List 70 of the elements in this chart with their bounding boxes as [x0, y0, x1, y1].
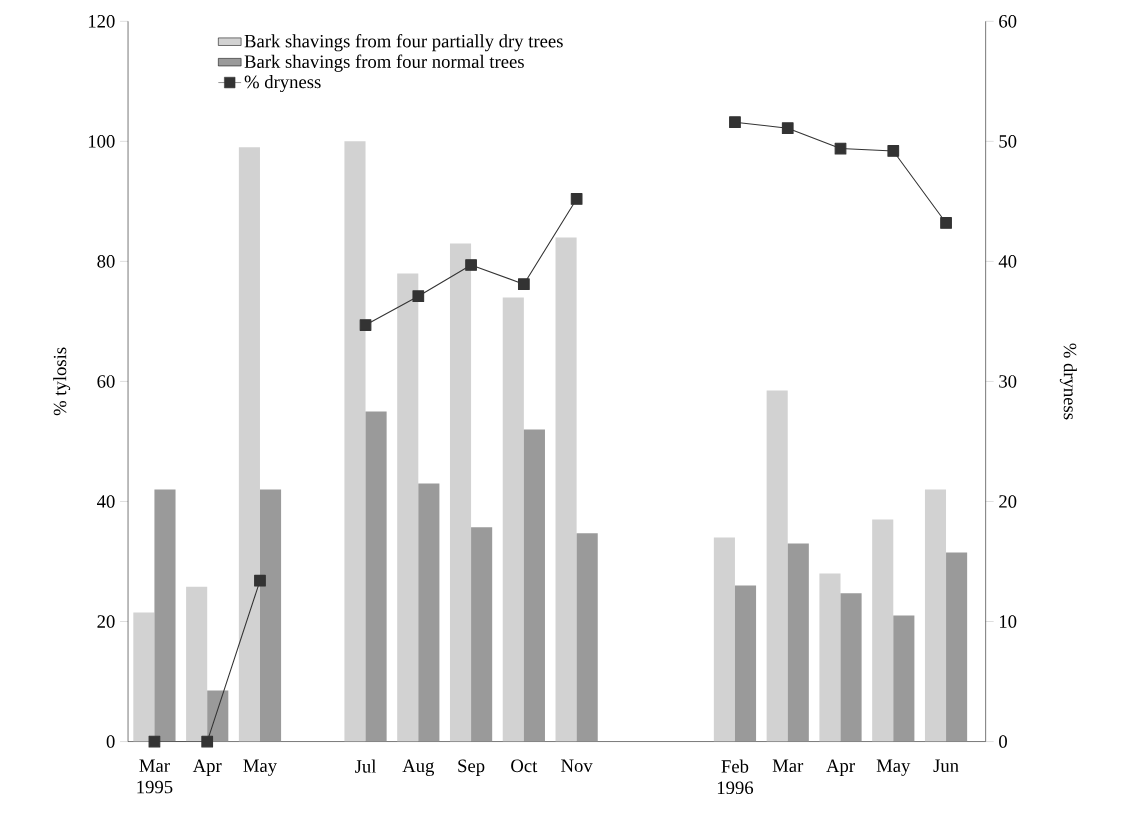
y-tick-label: 120 [88, 15, 115, 28]
point [834, 142, 847, 155]
bar [397, 273, 419, 742]
bar [713, 537, 735, 742]
point [570, 193, 583, 205]
y2-tick-label: 30 [999, 375, 1017, 388]
x-tick-label: Aug [402, 759, 435, 777]
bar [819, 573, 841, 742]
point [412, 290, 425, 303]
bar [418, 483, 440, 742]
point [729, 116, 741, 129]
bar [523, 429, 545, 742]
y-tick-label: 80 [97, 255, 115, 268]
x-tick-label: Apr [192, 759, 222, 776]
y-tick-label: 20 [97, 615, 115, 628]
x-tick-label: Nov [561, 759, 593, 773]
bar [893, 615, 915, 742]
bar [766, 390, 788, 742]
bar [186, 586, 208, 742]
legend-label: Bark shavings from four normal trees [244, 54, 524, 72]
x-tick-label: Feb 1996 [717, 759, 754, 795]
legend-label: % dryness [244, 75, 321, 93]
y-tick-label: 40 [97, 495, 115, 508]
point [887, 145, 900, 157]
y-tick-label: 0 [106, 735, 115, 748]
y2-tick-label: 0 [999, 735, 1007, 748]
y2-tick-label: 20 [999, 495, 1017, 508]
bar [734, 585, 757, 742]
y-tick-label: 60 [97, 375, 115, 388]
x-tick-label: Mar 1995 [137, 759, 173, 794]
bar [259, 489, 282, 742]
x-tick-label: Apr [826, 759, 855, 776]
bar [576, 533, 598, 742]
bar [344, 141, 366, 742]
x-tick-label: Oct [511, 759, 538, 773]
y2-tick-label: 10 [999, 615, 1017, 628]
x-tick-label: Mar [772, 759, 804, 773]
y2-tick-label: 50 [999, 135, 1017, 148]
bar [154, 489, 176, 742]
x-tick-label: Sep [458, 759, 485, 776]
bar [471, 527, 493, 742]
y2-tick-label: 40 [998, 255, 1017, 268]
point [148, 735, 161, 748]
x-tick-label: May [876, 759, 911, 776]
bar [924, 489, 947, 742]
bar [502, 297, 524, 742]
point [517, 278, 530, 291]
bar [365, 411, 387, 742]
bar [238, 147, 260, 742]
point [254, 574, 266, 587]
x-tick-label: Jul [355, 759, 377, 773]
bar [449, 243, 472, 742]
y-axis-title: % tylosis [53, 347, 71, 416]
point [359, 319, 372, 331]
point [201, 735, 214, 748]
bar [133, 612, 155, 742]
bar [787, 543, 809, 742]
legend-label: Bark shavings from four partially dry trees [244, 34, 563, 52]
bar [872, 519, 894, 742]
y2-tick-label: 60 [999, 15, 1017, 28]
bar [840, 593, 862, 742]
x-tick-label: Jun [933, 759, 959, 773]
point [781, 122, 794, 135]
point [465, 259, 477, 271]
point [940, 217, 952, 229]
bar [946, 552, 968, 742]
y-tick-label: 100 [88, 135, 115, 148]
y2-axis-title: % dryness [1059, 343, 1077, 420]
bar [555, 237, 577, 742]
x-tick-label: May [243, 759, 278, 776]
